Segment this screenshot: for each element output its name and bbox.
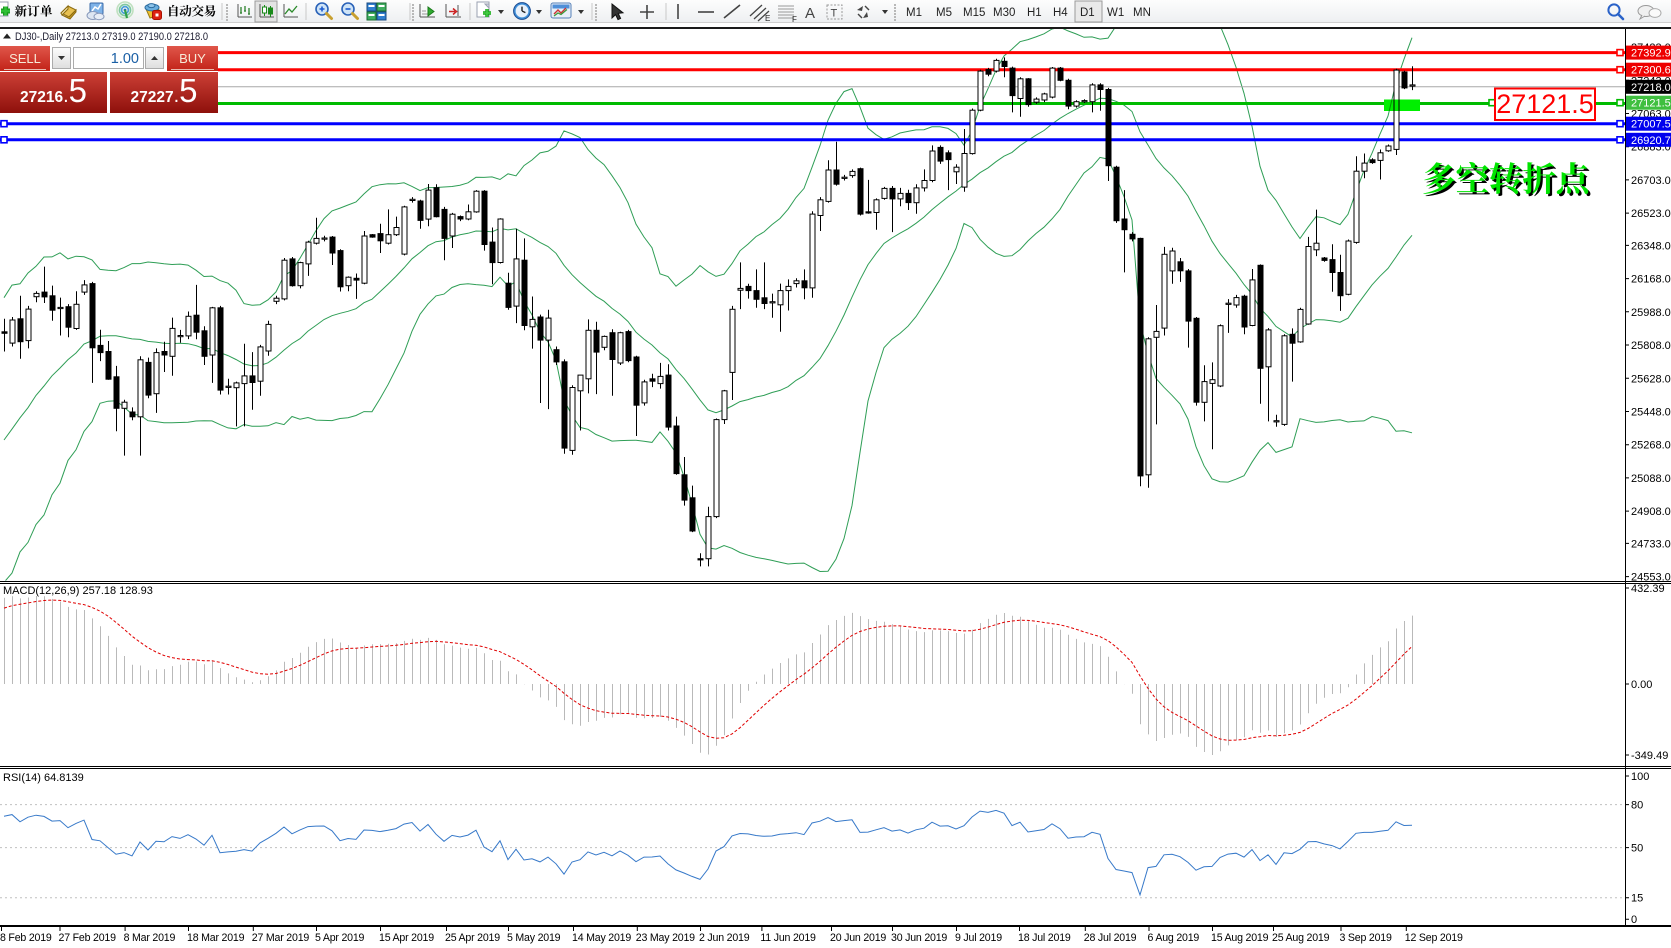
svg-text:25268.0: 25268.0: [1631, 440, 1671, 452]
svg-text:27 Feb 2019: 27 Feb 2019: [59, 932, 117, 944]
svg-text:27007.5: 27007.5: [1631, 119, 1671, 131]
svg-text:14 May 2019: 14 May 2019: [572, 932, 631, 944]
svg-text:25088.0: 25088.0: [1631, 473, 1671, 485]
svg-text:26703.0: 26703.0: [1631, 175, 1671, 187]
svg-text:2 Jun 2019: 2 Jun 2019: [699, 932, 750, 944]
svg-text:DJ30-,Daily 27213.0 27319.0 2: DJ30-,Daily 27213.0 27319.0 27190.0 2721…: [15, 31, 208, 43]
svg-text:W1: W1: [1107, 7, 1124, 19]
svg-text:25448.0: 25448.0: [1631, 407, 1671, 419]
svg-text:5 Apr 2019: 5 Apr 2019: [315, 932, 365, 944]
svg-text:27218.0: 27218.0: [1631, 82, 1671, 94]
svg-text:0: 0: [1631, 914, 1637, 926]
svg-text:15 Apr 2019: 15 Apr 2019: [379, 932, 434, 944]
svg-text:8 Feb 2019: 8 Feb 2019: [0, 932, 52, 944]
svg-text:18 Mar 2019: 18 Mar 2019: [187, 932, 245, 944]
svg-text:25628.0: 25628.0: [1631, 373, 1671, 385]
svg-text:T: T: [831, 8, 838, 20]
svg-text:23 May 2019: 23 May 2019: [636, 932, 695, 944]
svg-text:25988.0: 25988.0: [1631, 307, 1671, 319]
svg-text:H4: H4: [1053, 7, 1068, 19]
svg-text:D1: D1: [1080, 7, 1095, 19]
svg-text:RSI(14) 64.8139: RSI(14) 64.8139: [3, 772, 84, 784]
svg-text:27121.5: 27121.5: [1496, 89, 1594, 119]
svg-text:27300.6: 27300.6: [1631, 65, 1671, 77]
svg-text:15: 15: [1631, 893, 1643, 905]
svg-text:H1: H1: [1027, 7, 1042, 19]
svg-text:80: 80: [1631, 800, 1643, 812]
svg-text:24908.0: 24908.0: [1631, 506, 1671, 518]
svg-text:25 Apr 2019: 25 Apr 2019: [445, 932, 500, 944]
svg-text:5 May 2019: 5 May 2019: [507, 932, 561, 944]
svg-text:0.00: 0.00: [1631, 679, 1652, 691]
svg-text:432.39: 432.39: [1631, 583, 1665, 595]
svg-text:30 Jun 2019: 30 Jun 2019: [891, 932, 947, 944]
svg-text:26523.0: 26523.0: [1631, 208, 1671, 220]
svg-text:50: 50: [1631, 843, 1643, 855]
svg-text:3 Sep 2019: 3 Sep 2019: [1340, 932, 1393, 944]
svg-text:M15: M15: [963, 7, 985, 19]
svg-text:M30: M30: [993, 7, 1015, 19]
svg-text:24553.0: 24553.0: [1631, 572, 1671, 584]
svg-text:25808.0: 25808.0: [1631, 340, 1671, 352]
svg-text:27121.5: 27121.5: [1631, 98, 1671, 110]
svg-text:MACD(12,26,9) 257.18 128.93: MACD(12,26,9) 257.18 128.93: [3, 585, 153, 597]
svg-text:27 Mar 2019: 27 Mar 2019: [252, 932, 310, 944]
svg-text:M1: M1: [906, 7, 922, 19]
svg-text:F: F: [792, 15, 797, 24]
svg-text:20 Jun 2019: 20 Jun 2019: [830, 932, 886, 944]
svg-text:28 Jul 2019: 28 Jul 2019: [1084, 932, 1137, 944]
svg-text:25 Aug 2019: 25 Aug 2019: [1272, 932, 1330, 944]
svg-text:E: E: [765, 14, 770, 23]
svg-text:24733.0: 24733.0: [1631, 538, 1671, 550]
svg-text:12 Sep 2019: 12 Sep 2019: [1405, 932, 1463, 944]
svg-text:26168.0: 26168.0: [1631, 274, 1671, 286]
svg-text:6 Aug 2019: 6 Aug 2019: [1148, 932, 1200, 944]
svg-text:11 Jun 2019: 11 Jun 2019: [760, 932, 816, 944]
svg-text:27392.9: 27392.9: [1631, 48, 1671, 60]
svg-text:MN: MN: [1133, 7, 1151, 19]
svg-text:18 Jul 2019: 18 Jul 2019: [1018, 932, 1071, 944]
svg-text:26348.0: 26348.0: [1631, 240, 1671, 252]
svg-text:M5: M5: [936, 7, 952, 19]
svg-text:8 Mar 2019: 8 Mar 2019: [124, 932, 176, 944]
svg-text:26920.7: 26920.7: [1631, 135, 1671, 147]
svg-text:15 Aug 2019: 15 Aug 2019: [1211, 932, 1269, 944]
svg-text:-349.49: -349.49: [1631, 750, 1668, 762]
svg-text:100: 100: [1631, 771, 1649, 783]
svg-text:9 Jul 2019: 9 Jul 2019: [955, 932, 1002, 944]
svg-text:A: A: [805, 5, 815, 22]
